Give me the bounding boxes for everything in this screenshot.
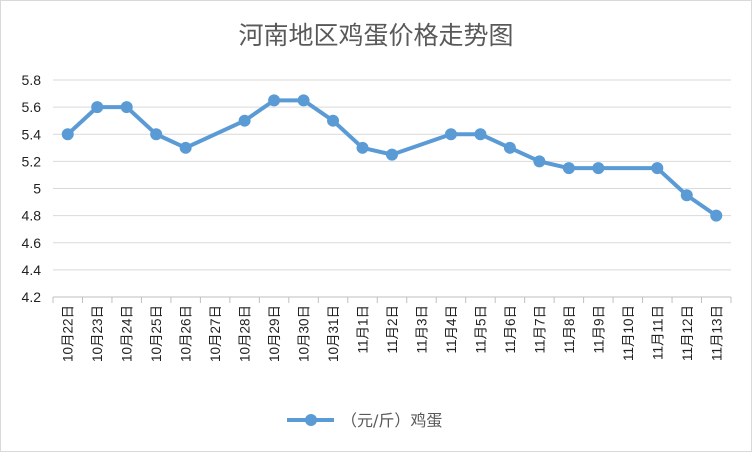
- x-tick-label: 10月27日: [208, 305, 223, 362]
- gridlines: [53, 79, 731, 271]
- x-tick-label: 10月24日: [120, 305, 135, 362]
- x-tick-label: 10月30日: [297, 305, 312, 362]
- x-tick-label: 10月23日: [90, 305, 105, 362]
- data-point: [179, 141, 192, 154]
- legend-label: （元/斤）鸡蛋: [341, 411, 442, 430]
- x-tick-label: 10月26日: [179, 305, 194, 362]
- data-point: [592, 162, 605, 175]
- y-tick-label: 5.2: [22, 153, 42, 169]
- x-tick-label: 11月2日: [385, 305, 400, 354]
- y-tick-label: 4.2: [22, 289, 42, 305]
- x-tick-label: 10月29日: [267, 305, 282, 362]
- x-tick-label: 11月8日: [562, 305, 577, 354]
- data-point: [150, 128, 163, 141]
- y-tick-label: 5.8: [22, 72, 42, 88]
- data-point: [327, 114, 340, 127]
- y-tick-label: 5.4: [22, 126, 42, 142]
- data-point: [238, 114, 251, 127]
- x-tick-label: 11月3日: [414, 305, 429, 354]
- y-tick-label: 4.6: [22, 235, 42, 251]
- data-point: [562, 162, 575, 175]
- data-point: [474, 128, 487, 141]
- data-point: [680, 189, 693, 202]
- chart-title: 河南地区鸡蛋价格走势图: [238, 21, 513, 50]
- data-point: [297, 94, 310, 107]
- x-axis-ticks: 10月22日 10月23日 10月24日 10月25日 10月26日 10月27日 10月2…: [61, 305, 725, 362]
- legend-marker-swatch: [305, 414, 317, 426]
- x-tick-label: 11月13日: [709, 305, 724, 361]
- x-tick-label: 11月4日: [444, 305, 459, 354]
- x-tick-label: 10月25日: [149, 305, 164, 362]
- data-point: [444, 128, 457, 141]
- y-tick-label: 4.8: [22, 208, 42, 224]
- data-point: [710, 209, 723, 222]
- data-point: [533, 155, 546, 168]
- data-point: [503, 141, 516, 154]
- data-point: [120, 101, 133, 114]
- data-point: [61, 128, 74, 141]
- x-tick-label: 11月7日: [532, 305, 547, 354]
- x-axis: [52, 296, 732, 303]
- x-tick-label: 11月10日: [621, 305, 636, 361]
- x-tick-label: 11月12日: [680, 305, 695, 361]
- x-tick-label: 11月6日: [503, 305, 518, 354]
- y-tick-label: 4.4: [22, 262, 42, 278]
- data-point: [268, 94, 281, 107]
- x-tick-label: 10月22日: [61, 305, 76, 362]
- x-tick-label: 11月11日: [650, 305, 665, 360]
- legend: （元/斤）鸡蛋: [287, 411, 442, 430]
- x-tick-label: 10月28日: [238, 305, 253, 362]
- x-tick-label: 10月31日: [326, 305, 341, 362]
- x-tick-label: 11月5日: [473, 305, 488, 354]
- y-axis-ticks: 4.2 4.4 4.6 4.8 5 5.2 5.4 5.6 5.8: [22, 72, 42, 305]
- data-point: [356, 141, 369, 154]
- data-point: [651, 162, 664, 175]
- data-point: [91, 101, 104, 114]
- data-point: [386, 148, 398, 161]
- series-layer: [61, 94, 723, 222]
- y-tick-label: 5.6: [22, 99, 42, 115]
- y-tick-label: 5: [33, 181, 41, 197]
- x-tick-label: 11月9日: [591, 305, 606, 354]
- x-tick-label: 11月1日: [356, 305, 371, 354]
